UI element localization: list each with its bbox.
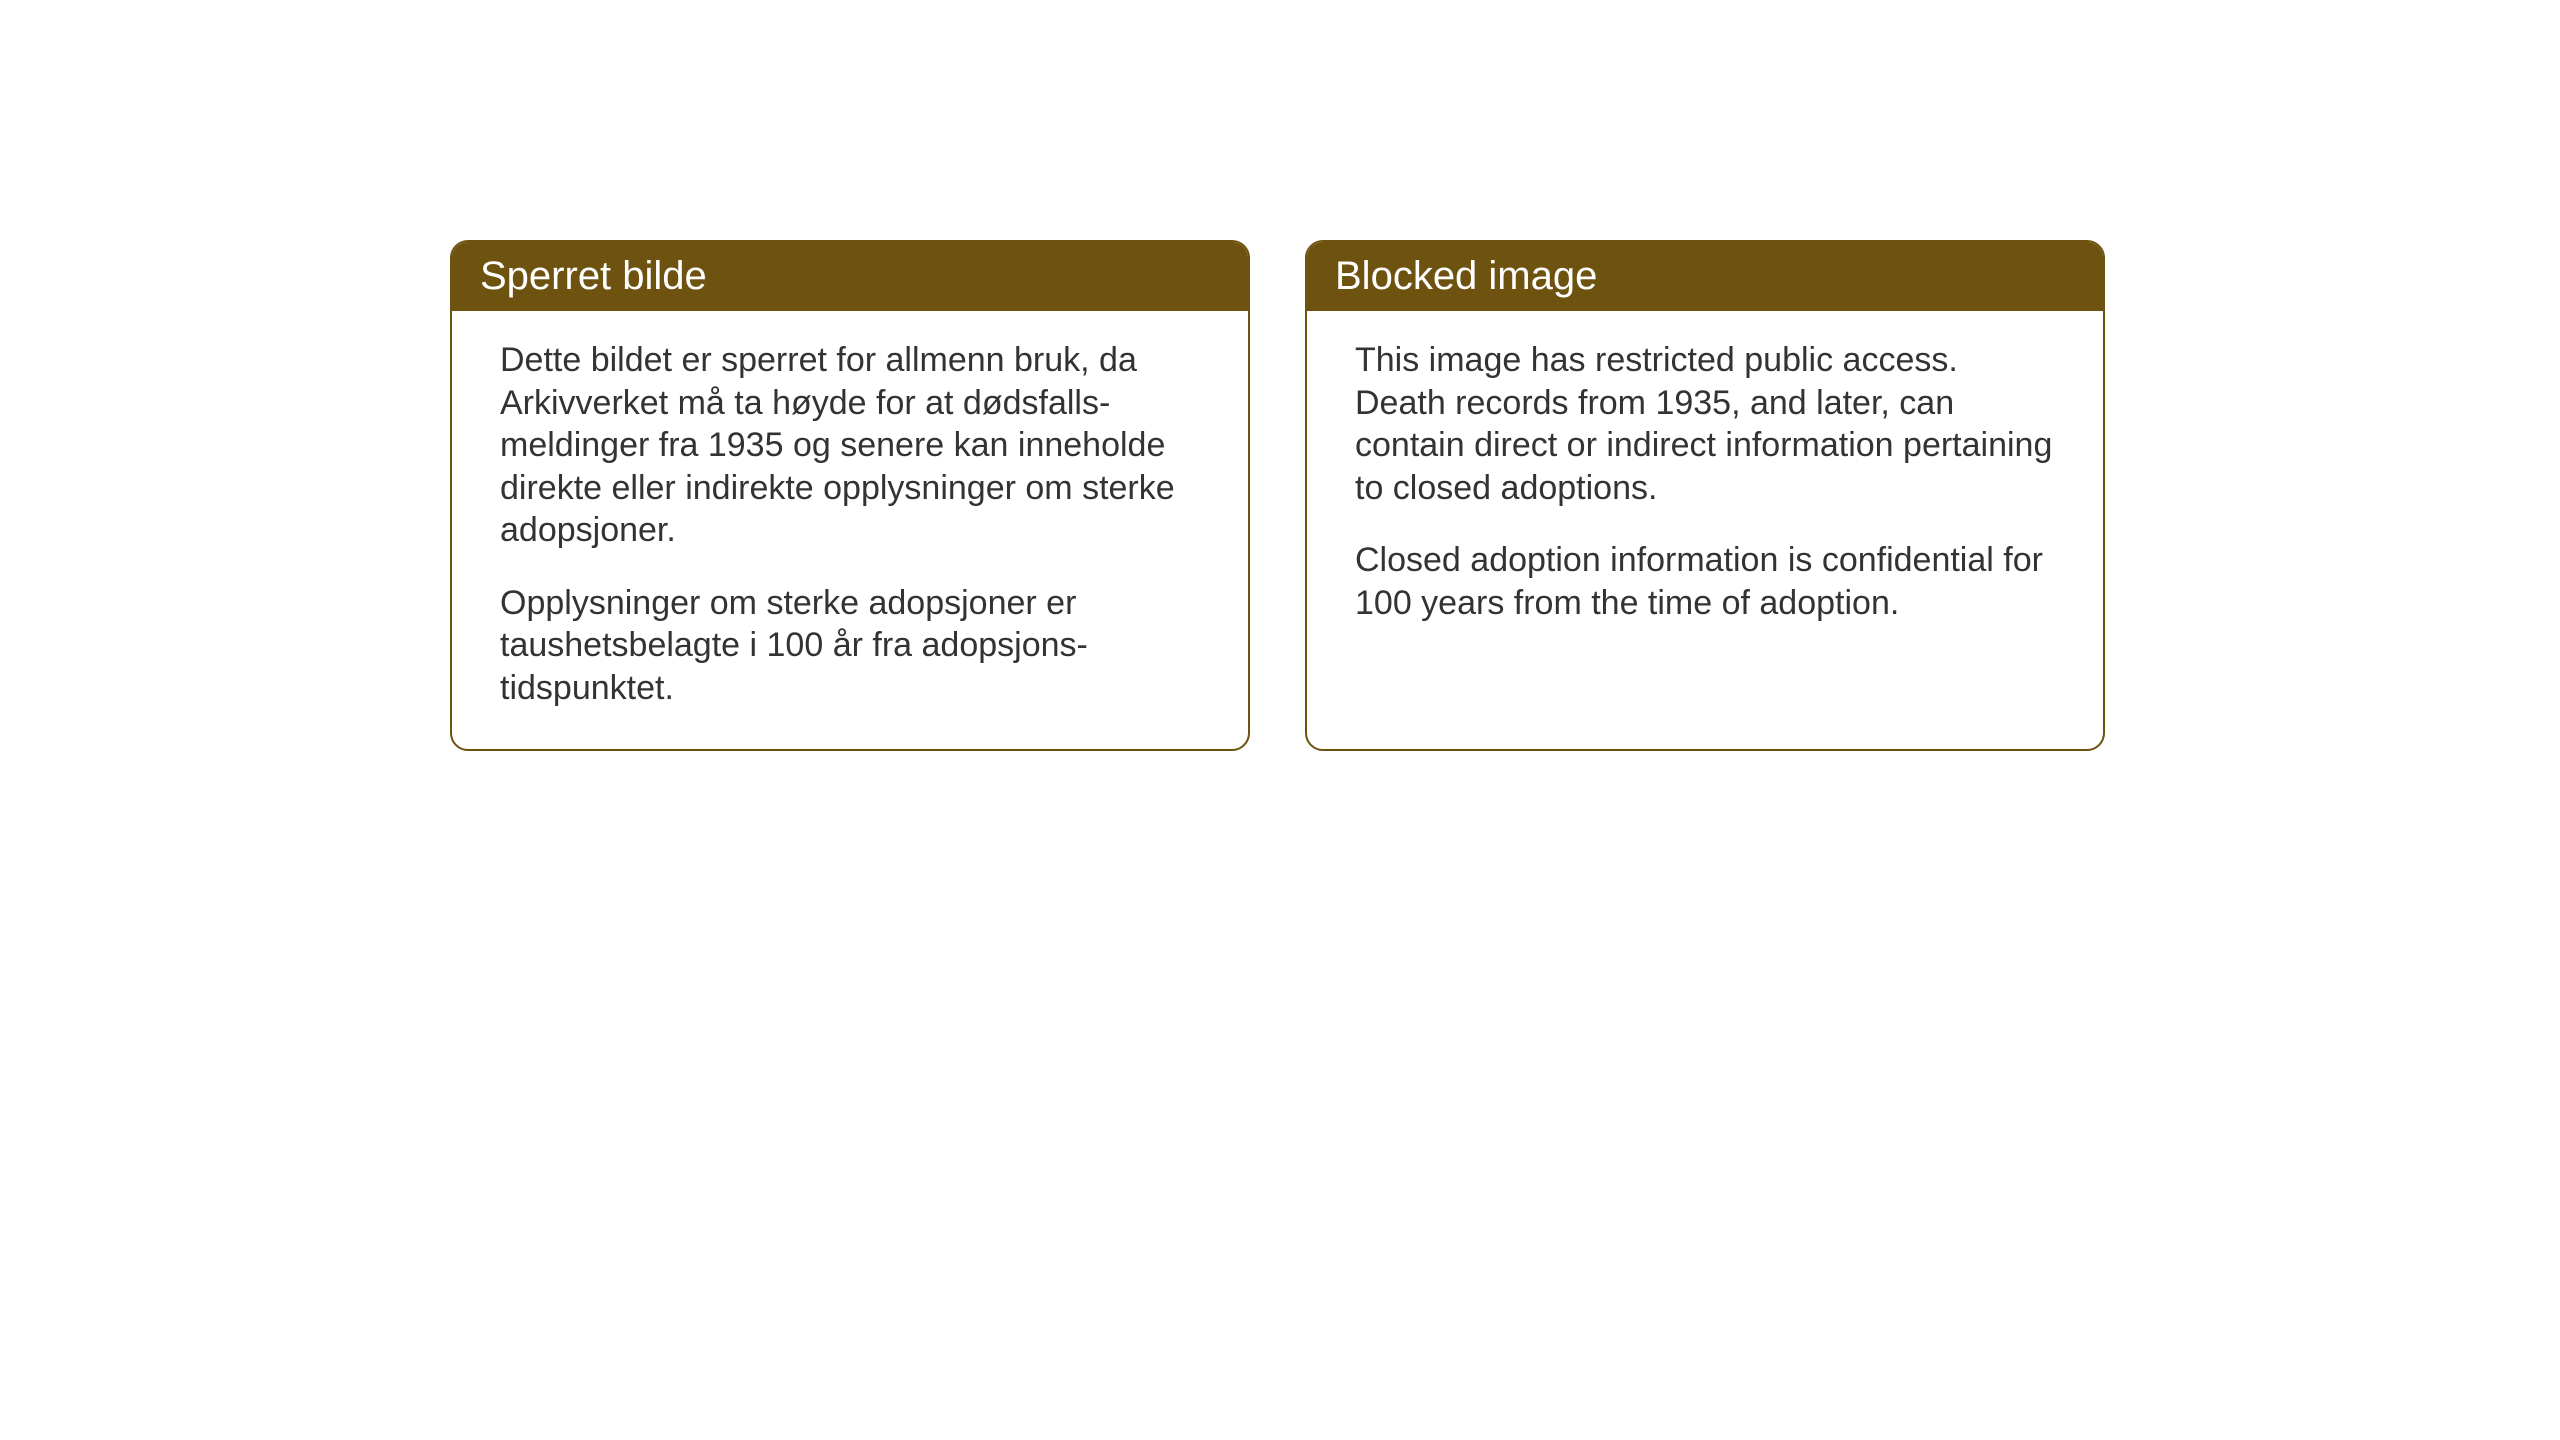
notice-card-english: Blocked image This image has restricted … <box>1305 240 2105 751</box>
notice-paragraph: Opplysninger om sterke adopsjoner er tau… <box>500 582 1200 710</box>
card-header: Blocked image <box>1307 242 2103 311</box>
notice-paragraph: Closed adoption information is confident… <box>1355 539 2055 624</box>
notice-container: Sperret bilde Dette bildet er sperret fo… <box>450 240 2105 751</box>
notice-paragraph: This image has restricted public access.… <box>1355 339 2055 509</box>
card-body: Dette bildet er sperret for allmenn bruk… <box>452 311 1248 749</box>
card-header: Sperret bilde <box>452 242 1248 311</box>
card-title: Sperret bilde <box>480 254 707 298</box>
notice-paragraph: Dette bildet er sperret for allmenn bruk… <box>500 339 1200 552</box>
card-body: This image has restricted public access.… <box>1307 311 2103 664</box>
card-title: Blocked image <box>1335 254 1597 298</box>
notice-card-norwegian: Sperret bilde Dette bildet er sperret fo… <box>450 240 1250 751</box>
